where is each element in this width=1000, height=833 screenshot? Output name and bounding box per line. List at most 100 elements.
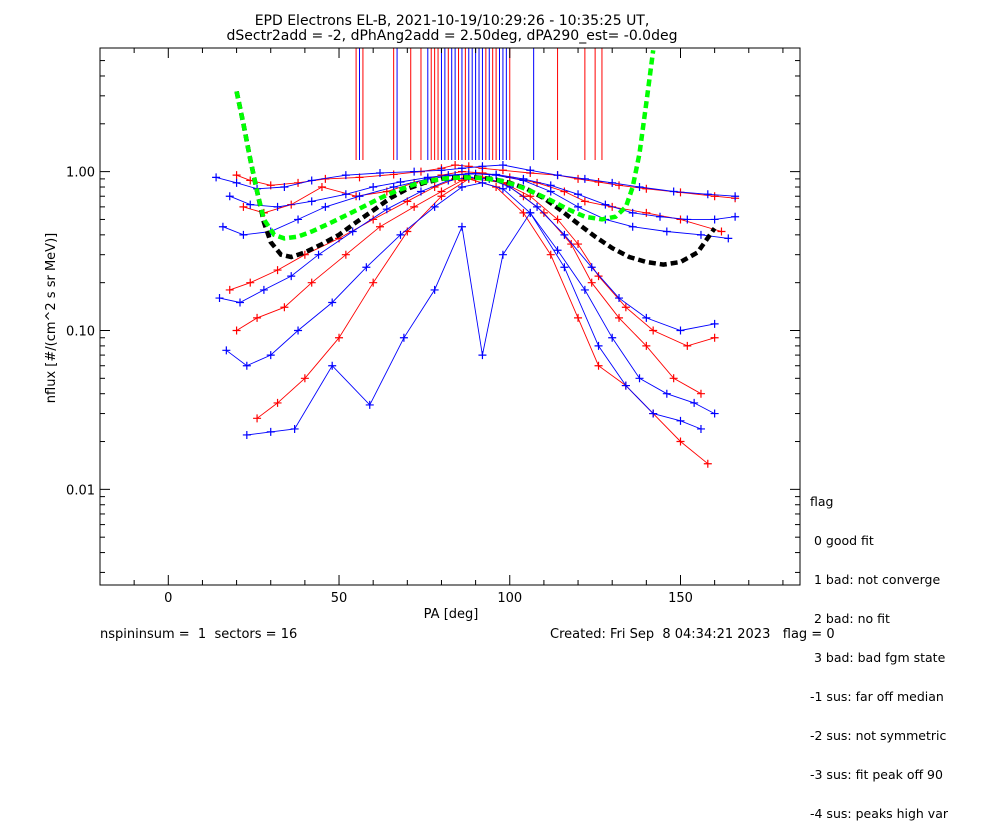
data-point-plus <box>253 414 262 423</box>
data-point-plus <box>307 278 316 287</box>
data-point-plus <box>649 409 658 418</box>
data-point-plus <box>328 361 337 370</box>
data-point-plus <box>369 278 378 287</box>
data-point-plus <box>464 162 473 171</box>
data-point-plus <box>683 215 692 224</box>
data-point-plus <box>222 346 231 355</box>
data-point-plus <box>662 389 671 398</box>
data-point-plus <box>396 230 405 239</box>
data-point-plus <box>341 171 350 180</box>
data-point-plus <box>553 246 562 255</box>
series-line <box>246 212 702 436</box>
data-point-plus <box>621 303 630 312</box>
legend-item: 1 bad: not converge <box>810 572 941 587</box>
data-point-plus <box>642 184 651 193</box>
data-point-plus <box>621 381 630 390</box>
data-point-plus <box>236 298 244 307</box>
data-point-plus <box>362 263 371 272</box>
data-point-plus <box>365 400 374 409</box>
data-point-plus <box>574 313 583 322</box>
legend-item: 3 bad: bad fgm state <box>810 650 946 665</box>
data-point-plus <box>430 285 439 294</box>
chart-subtitle: dSectr2add = -2, dPhAng2add = 2.50deg, d… <box>227 28 678 44</box>
data-point-plus <box>574 190 583 199</box>
data-point-plus <box>280 183 289 192</box>
data-point-plus <box>710 409 719 418</box>
data-point-plus <box>553 215 562 224</box>
data-point-plus <box>498 184 507 193</box>
data-point-plus <box>710 215 719 224</box>
plot-frame <box>99 47 801 586</box>
data-point-plus <box>615 313 624 322</box>
data-point-plus <box>492 170 501 179</box>
data-point-plus <box>355 192 364 201</box>
fit-curve <box>234 90 717 267</box>
data-point-plus <box>437 166 446 175</box>
data-point-plus <box>642 313 651 322</box>
data-point-plus <box>594 272 603 281</box>
data-point-plus <box>273 398 282 407</box>
data-point-plus <box>615 181 624 190</box>
data-point-plus <box>717 227 726 236</box>
data-point-plus <box>560 263 569 272</box>
x-axis-label: PA [deg] <box>424 607 479 622</box>
data-point-plus <box>478 178 487 187</box>
fit-curve <box>234 50 656 241</box>
data-point-plus <box>601 200 610 209</box>
data-point-plus <box>628 222 637 231</box>
data-point-plus <box>546 250 555 259</box>
data-point-plus <box>696 230 705 239</box>
data-point-plus <box>519 192 528 201</box>
data-point-plus <box>498 161 507 170</box>
fit-curves-layer <box>234 50 717 267</box>
data-point-plus <box>280 303 289 312</box>
data-point-plus <box>273 266 282 275</box>
data-point-plus <box>676 326 685 335</box>
data-point-plus <box>574 202 583 211</box>
data-point-plus <box>225 285 234 294</box>
data-point-plus <box>399 333 408 342</box>
data-series <box>222 178 719 418</box>
data-point-plus <box>341 190 350 199</box>
chart-title: EPD Electrons EL-B, 2021-10-19/10:29:26 … <box>255 13 650 29</box>
data-point-plus <box>273 202 282 211</box>
chart: EPD Electrons EL-B, 2021-10-19/10:29:26 … <box>44 13 801 622</box>
data-point-plus <box>560 187 569 196</box>
data-point-plus <box>580 197 589 206</box>
data-point-plus <box>628 208 637 217</box>
data-point-plus <box>457 183 466 192</box>
data-point-plus <box>580 174 589 183</box>
x-tick-label: 150 <box>668 591 693 606</box>
data-point-plus <box>594 178 603 187</box>
data-point-plus <box>410 202 419 211</box>
data-point-plus <box>430 202 439 211</box>
data-point-plus <box>731 212 740 221</box>
data-point-plus <box>608 178 617 187</box>
series-line <box>226 182 715 414</box>
data-point-plus <box>580 285 589 294</box>
data-point-plus <box>533 202 542 211</box>
data-series <box>232 161 740 203</box>
series-line <box>229 173 736 220</box>
data-point-plus <box>703 459 712 468</box>
data-point-plus <box>683 341 692 350</box>
x-tick-label: 100 <box>497 591 522 606</box>
legend-item: -2 sus: not symmetric <box>810 728 947 743</box>
data-point-plus <box>457 222 466 231</box>
data-point-plus <box>676 437 685 446</box>
data-point-plus <box>519 208 528 217</box>
data-point-plus <box>239 230 248 239</box>
data-point-plus <box>225 192 234 201</box>
data-point-plus <box>574 240 583 249</box>
data-series <box>225 169 740 224</box>
data-point-plus <box>259 285 268 294</box>
data-point-plus <box>574 174 583 183</box>
data-point-plus <box>266 427 275 436</box>
data-point-plus <box>287 272 296 281</box>
data-point-plus <box>232 326 241 335</box>
data-point-plus <box>382 205 391 214</box>
legend-item: 0 good fit <box>810 533 874 548</box>
data-point-plus <box>389 170 398 179</box>
data-point-plus <box>539 208 548 217</box>
data-series <box>242 208 705 439</box>
